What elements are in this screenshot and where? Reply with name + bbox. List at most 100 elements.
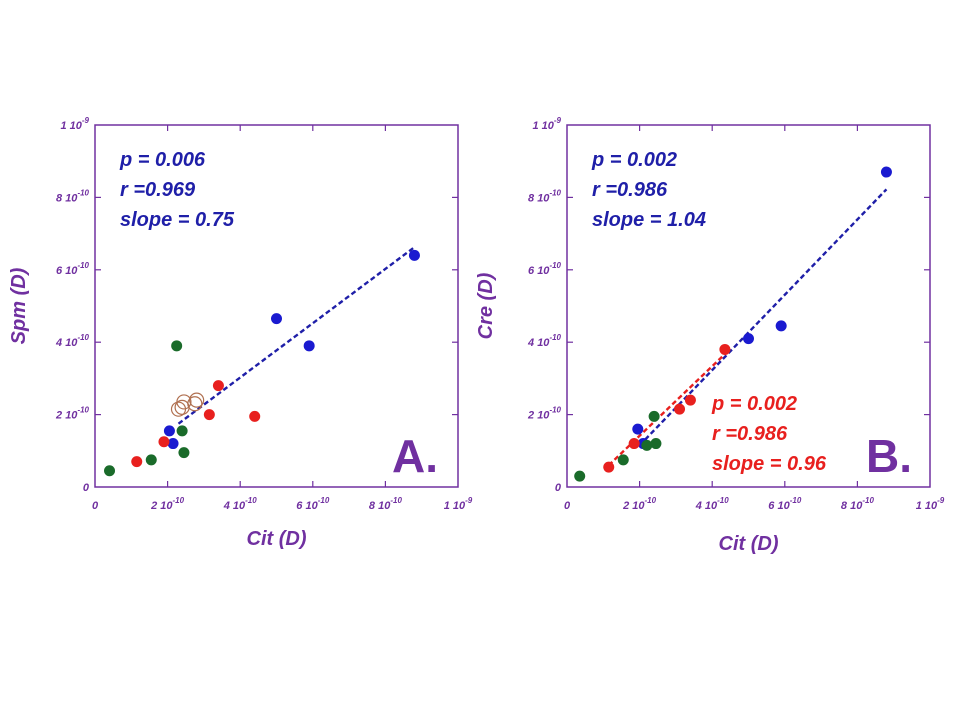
y-tick-base: 8 10 [528,192,550,204]
x-tick-base: 2 10 [622,500,645,512]
data-point-blue [167,438,179,450]
x-tick-base: 4 10 [223,500,246,512]
data-point-blue [632,423,644,435]
data-point-open [187,396,203,412]
data-point-red [628,438,640,450]
x-tick-base: 6 10 [768,500,790,512]
data-point-open [189,392,205,408]
y-tick-label: 0 [83,482,90,494]
y-tick-exp: -9 [554,116,562,125]
x-tick-base: 0 [92,500,99,512]
x-tick-base: 1 10 [444,500,466,512]
data-point-green [648,410,660,422]
fit-line-fit_blue [177,246,416,425]
data-point-red [249,410,261,422]
stat-annotation: p = 0.002 [591,149,677,171]
data-point-green [617,454,629,466]
data-point-blue [775,320,787,332]
data-point-green [574,470,586,482]
data-point-green [176,425,188,437]
x-tick-exp: -10 [245,496,257,505]
x-tick-label: 6 10-10 [296,496,330,512]
x-tick-exp: -10 [717,496,729,505]
y-tick-label: 6 10-10 [56,261,90,277]
data-point-red [719,343,731,355]
stat-annotation: p = 0.002 [711,393,797,415]
stat-annotation: slope = 0.75 [120,209,235,231]
x-tick-base: 2 10 [150,500,173,512]
stat-annotation: slope = 0.96 [712,453,827,475]
y-tick-label: 0 [555,482,562,494]
data-point-green [171,340,183,352]
y-axis-title: Spm (D) [8,267,30,344]
data-point-blue [743,333,754,345]
fit-line-fit_red [607,351,728,467]
x-tick-label: 0 [92,500,99,512]
x-tick-label: 4 10-10 [695,496,730,512]
data-point-red [131,456,143,468]
data-point-open [176,394,192,410]
y-tick-exp: -10 [549,261,561,270]
x-tick-exp: -9 [937,496,945,505]
data-point-red [603,461,615,473]
y-tick-base: 0 [555,482,562,494]
y-tick-exp: -10 [549,406,561,415]
x-tick-exp: -10 [645,496,657,505]
x-axis-title: Cit (D) [247,528,307,550]
y-tick-label: 8 10-10 [56,188,90,204]
data-point-green [641,439,653,451]
y-tick-base: 2 10 [527,410,550,422]
y-tick-base: 4 10 [55,337,78,349]
y-tick-exp: -10 [549,333,561,342]
stat-annotation: slope = 1.04 [592,209,706,231]
y-tick-exp: -10 [77,333,89,342]
y-tick-base: 2 10 [55,410,78,422]
data-point-red [212,380,224,392]
x-tick-base: 1 10 [916,500,938,512]
y-tick-label: 1 10-9 [60,116,89,132]
x-tick-label: 8 10-10 [841,496,875,512]
x-tick-label: 0 [564,500,571,512]
y-tick-base: 1 10 [60,120,82,132]
x-tick-exp: -10 [173,496,185,505]
data-point-red [684,394,696,406]
stat-annotation: p = 0.006 [119,149,206,171]
y-tick-label: 2 10-10 [55,406,90,422]
x-tick-label: 2 10-10 [150,496,185,512]
data-point-green [104,465,116,477]
y-tick-exp: -10 [77,406,89,415]
x-tick-base: 4 10 [695,500,718,512]
stat-annotation: r =0.986 [712,423,788,445]
x-tick-label: 4 10-10 [223,496,258,512]
data-point-green [178,447,190,459]
x-tick-label: 1 10-9 [444,496,473,512]
fit-line-fit_blue [638,188,888,447]
y-tick-exp: -9 [82,116,90,125]
x-tick-exp: -10 [390,496,402,505]
y-tick-exp: -10 [549,188,561,197]
y-tick-label: 2 10-10 [527,406,562,422]
x-tick-exp: -10 [318,496,330,505]
x-tick-base: 6 10 [296,500,318,512]
x-tick-exp: -9 [465,496,473,505]
data-point-green [650,438,662,450]
y-axis-title: Cre (D) [475,272,497,339]
data-point-blue [271,313,282,325]
x-tick-exp: -10 [862,496,874,505]
x-tick-label: 8 10-10 [369,496,403,512]
x-tick-label: 2 10-10 [622,496,657,512]
data-point-blue [163,425,175,437]
x-tick-base: 8 10 [369,500,391,512]
x-tick-base: 0 [564,500,571,512]
y-tick-exp: -10 [77,261,89,270]
y-tick-base: 0 [83,482,90,494]
x-tick-base: 8 10 [841,500,863,512]
y-tick-label: 4 10-10 [55,333,90,349]
panel-label: A. [392,430,438,482]
x-tick-label: 6 10-10 [768,496,802,512]
y-tick-label: 4 10-10 [527,333,562,349]
y-tick-base: 4 10 [527,337,550,349]
data-point-red [158,436,170,448]
